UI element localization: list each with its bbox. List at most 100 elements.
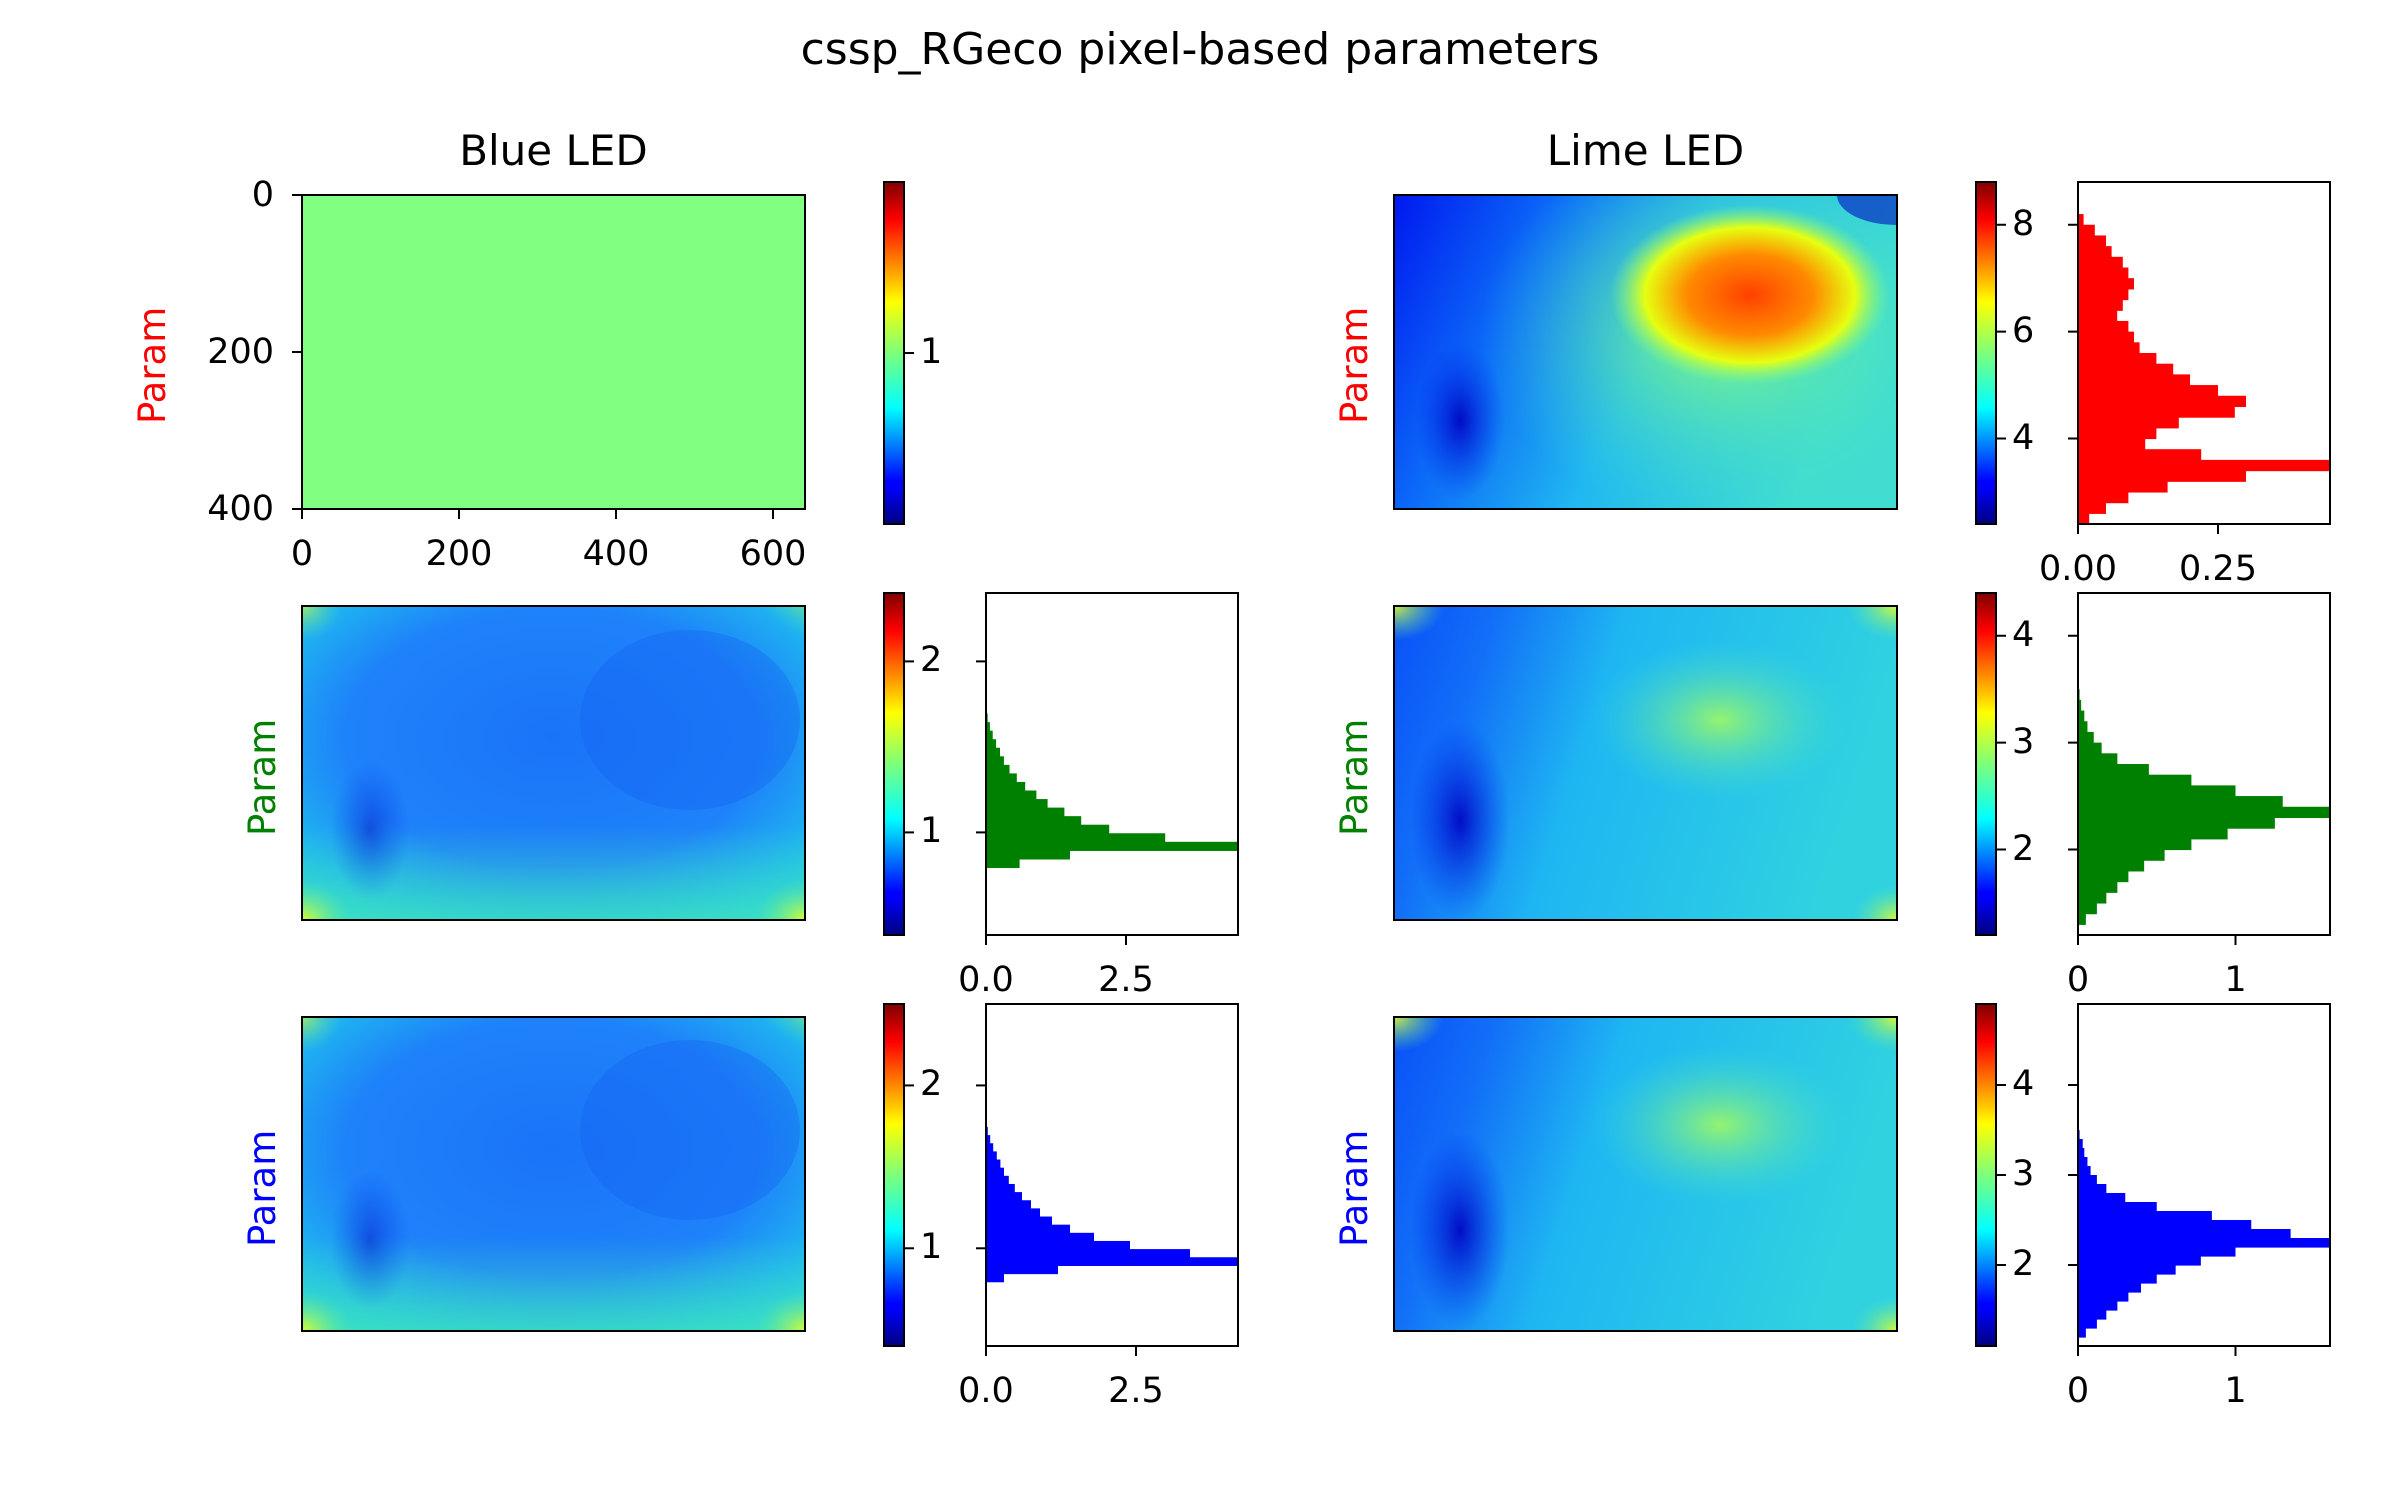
blue-row-2-hist-bar-4 [986, 824, 1110, 834]
lime-row-1-hist-xticklabel-1: 0.25 [2179, 549, 2257, 589]
lime-row-3-hist-bar-20 [2078, 1148, 2085, 1158]
lime-row-1-colorbar-ticklabel-1: 6 [2012, 310, 2035, 351]
lime-row-2-hist-bar-6 [2078, 849, 2165, 861]
blue-row-3-hist-bar-4 [986, 1240, 1130, 1250]
lime-row-3-hist-bar-14 [2078, 1202, 2157, 1212]
lime-row-1-hist-bar-3 [2078, 481, 2168, 493]
lime-row-1-colorbar-ticklabel-2: 8 [2012, 203, 2035, 244]
blue-row-2-hist-xticklabel-0: 0.0 [958, 960, 1014, 1000]
blue-row-3-hist-bar-5 [986, 1232, 1094, 1242]
lime-row-1-hist-bar-21 [2078, 288, 2129, 301]
lime-row-3-hist-bar-21 [2078, 1139, 2083, 1149]
lime-row-1-frame [1393, 194, 1898, 510]
blue-led-title: Blue LED [459, 126, 648, 175]
blue-row-2-colorbar-ticklabel-1: 2 [920, 640, 943, 681]
blue-row-2-hist-bar-10 [986, 773, 1017, 783]
blue-row-1-ytick-1: 200 [207, 332, 274, 372]
chart-marks [883, 181, 2331, 1356]
lime-row-3-colorbar-ticklabel-2: 4 [2012, 1064, 2035, 1104]
lime-row-3-hist-bar-12 [2078, 1220, 2252, 1230]
lime-row-3-ylabel: Param [1333, 1129, 1376, 1247]
blue-row-2-hist-bar-0 [986, 858, 1020, 869]
lime-row-3-image [1394, 1017, 1897, 1331]
lime-row-1-hist-bar-24 [2078, 256, 2123, 269]
blue-row-3-hist-bar-3 [986, 1249, 1190, 1258]
lime-row-3-hist-bar-10 [2078, 1238, 2330, 1248]
blue-row-2-hist-bar-7 [986, 799, 1048, 809]
lime-row-2-hist-bar-11 [2078, 796, 2283, 808]
blue-row-3-hist-bar-11 [986, 1183, 1015, 1193]
lime-row-2-hist-bar-13 [2078, 774, 2192, 786]
lime-row-1-hist-bar-22 [2078, 278, 2134, 290]
lime-row-2-hist-bar-9 [2078, 817, 2275, 829]
blue-row-1-ytick-2: 400 [207, 489, 274, 529]
lime-row-1-hist-bar-8 [2078, 427, 2157, 440]
blue-row-2-hist-bar-5 [986, 816, 1082, 826]
blue-row-3-hist-bar-2 [986, 1257, 1238, 1266]
blue-row-2-hist-bar-14 [986, 739, 997, 749]
blue-row-1-xtick-2: 400 [582, 534, 650, 574]
blue-row-3-hist-bar-1 [986, 1265, 1058, 1275]
lime-row-3-hist-bar-19 [2078, 1157, 2088, 1167]
lime-row-1-hist-bar-25 [2078, 246, 2112, 258]
lime-row-2-hist-xticklabel-0: 0 [2066, 960, 2090, 1000]
blue-row-3-colorbar [883, 1003, 905, 1347]
blue-row-3-hist-bar-9 [986, 1200, 1031, 1209]
blue-row-3-ylabel: Param [241, 1129, 284, 1247]
lime-row-1-hist-bar-16 [2078, 342, 2140, 354]
lime-row-1-hist-bar-6 [2078, 449, 2202, 461]
blue-row-2-hist-frame [985, 592, 1239, 936]
lime-row-2-hist-bar-1 [2078, 902, 2097, 915]
lime-row-2-hist-bar-2 [2078, 892, 2107, 904]
lime-row-2-colorbar [1975, 592, 1997, 936]
lime-row-3-hist-bar-16 [2078, 1184, 2107, 1194]
blue-row-3-hist-xticklabel-1: 2.5 [1108, 1371, 1164, 1411]
lime-row-1-image [1394, 195, 1897, 509]
blue-row-3-hist-bar-15 [986, 1151, 997, 1161]
lime-row-3-hist-bar-11 [2078, 1229, 2291, 1239]
lime-row-3-hist-xticklabel-1: 1 [2224, 1371, 2247, 1411]
blue-row-2-hist-bar-15 [986, 730, 993, 740]
lime-row-1-hist-bar-14 [2078, 363, 2174, 375]
lime-row-2-hist-bar-7 [2078, 838, 2192, 851]
blue-row-2-hist-bar-6 [986, 807, 1065, 817]
lime-row-2-hist-bar-19 [2078, 710, 2085, 722]
blue-row-2-hist-bar-2 [986, 841, 1238, 851]
lime-row-2-hist-bar-10 [2078, 806, 2330, 819]
lime-row-1-hist-bar-11 [2078, 395, 2246, 408]
lime-row-3-hist-xticklabel-0: 0 [2066, 1371, 2090, 1411]
blue-row-2-frame [301, 605, 806, 921]
lime-row-2-hist-bar-14 [2078, 764, 2149, 776]
lime-row-3-frame [1393, 1016, 1898, 1332]
blue-row-1-xtick-0: 0 [290, 534, 314, 574]
blue-row-3-hist-bar-6 [986, 1224, 1070, 1234]
lime-row-3-hist-bar-2 [2078, 1310, 2107, 1320]
blue-row-3-colorbar-ticklabel-0: 1 [920, 1227, 943, 1268]
figure-title: cssp_RGeco pixel-based parameters [800, 24, 1600, 75]
lime-row-2-colorbar-ticklabel-1: 3 [2012, 721, 2035, 762]
lime-row-1-hist-bar-17 [2078, 331, 2134, 343]
lime-row-1-hist-bar-0 [2078, 513, 2090, 525]
lime-row-3-hist-bar-13 [2078, 1211, 2212, 1221]
blue-row-3-hist-bar-0 [986, 1273, 1004, 1283]
lime-row-2-hist-bar-17 [2078, 731, 2094, 744]
blue-row-1-ylabel: Param [131, 306, 174, 424]
blue-row-3-hist-bar-16 [986, 1143, 994, 1152]
blue-row-2-hist-bar-3 [986, 833, 1166, 843]
lime-row-2-colorbar-ticklabel-2: 4 [2012, 614, 2035, 655]
lime-row-1-hist-bar-10 [2078, 406, 2235, 418]
lime-row-2-hist-bar-18 [2078, 721, 2088, 733]
lime-row-1-hist-bar-15 [2078, 353, 2157, 365]
lime-row-2-hist-bar-15 [2078, 753, 2118, 765]
blue-row-1-colorbar-ticklabel-0: 1 [920, 332, 943, 372]
blue-row-3-hist-frame [985, 1003, 1239, 1347]
lime-row-2-hist-bar-12 [2078, 785, 2236, 797]
blue-row-1-axes [292, 194, 774, 519]
lime-row-1-hist-bar-28 [2078, 214, 2084, 226]
blue-row-3-hist-bar-17 [986, 1135, 991, 1144]
lime-row-1-hist-bar-13 [2078, 374, 2190, 386]
lime-row-1-hist-frame [2077, 181, 2331, 525]
lime-row-2-hist-bar-0 [2078, 913, 2086, 925]
lime-row-3-hist-bar-9 [2078, 1247, 2236, 1257]
